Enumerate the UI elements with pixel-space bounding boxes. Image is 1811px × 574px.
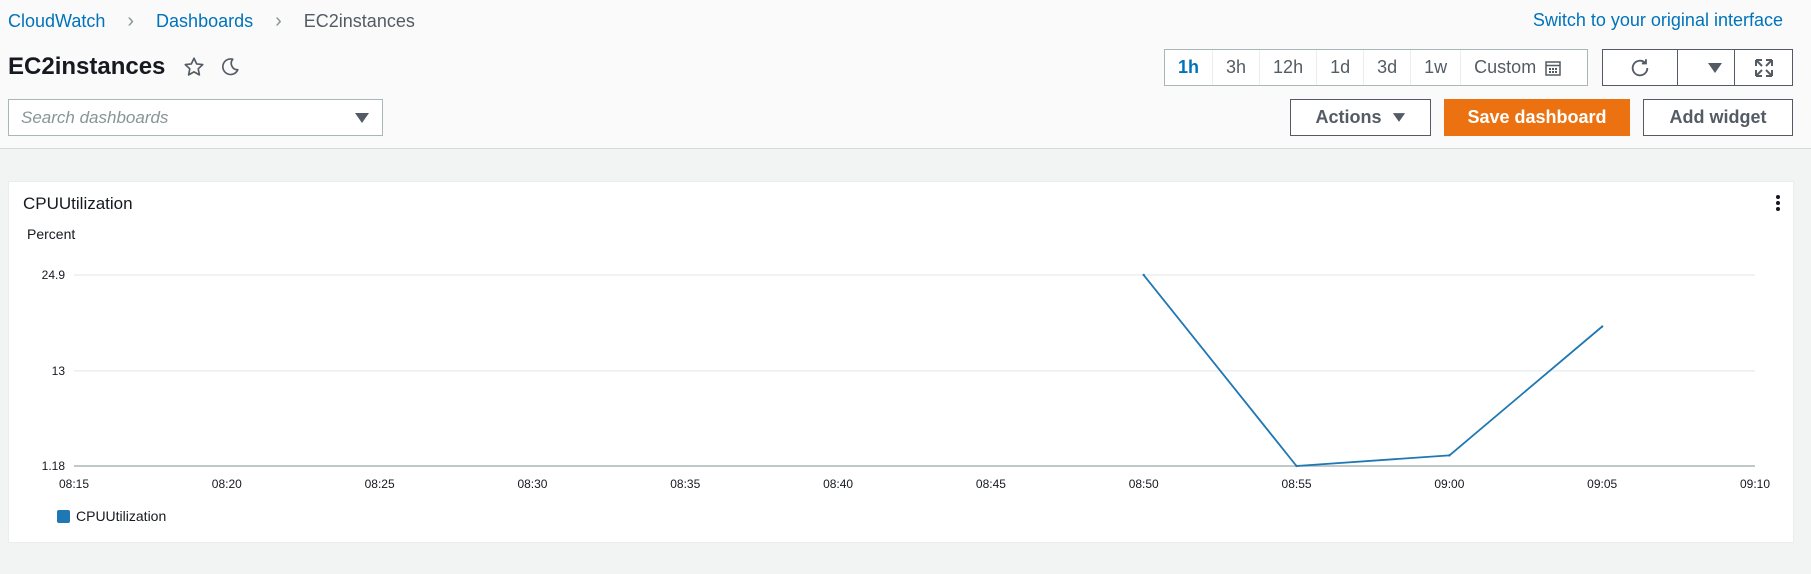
dashboard-header: CloudWatch › Dashboards › EC2instances S… xyxy=(0,0,1811,149)
x-tick-label: 08:25 xyxy=(365,477,395,491)
time-range-3d[interactable]: 3d xyxy=(1364,50,1412,85)
custom-range-label: Custom xyxy=(1474,57,1537,77)
x-tick-label: 08:20 xyxy=(212,477,242,491)
refresh-options-button[interactable] xyxy=(1677,50,1752,85)
calendar-icon xyxy=(1545,60,1561,76)
fullscreen-button[interactable] xyxy=(1734,49,1793,86)
x-tick-label: 08:15 xyxy=(59,477,89,491)
time-range-3h[interactable]: 3h xyxy=(1213,50,1261,85)
save-dashboard-button[interactable]: Save dashboard xyxy=(1444,99,1630,136)
y-tick-label: 24.9 xyxy=(42,268,66,282)
legend-label: CPUUtilization xyxy=(76,508,166,524)
dropdown-caret-icon[interactable] xyxy=(354,112,370,124)
x-tick-label: 08:50 xyxy=(1129,477,1159,491)
x-tick-label: 08:30 xyxy=(517,477,547,491)
data-point xyxy=(1142,273,1145,277)
legend-swatch xyxy=(57,510,70,523)
expand-icon xyxy=(1754,58,1773,77)
breadcrumb-cloudwatch[interactable]: CloudWatch xyxy=(8,11,106,31)
caret-down-icon xyxy=(1708,62,1722,73)
dark-mode-moon-icon[interactable] xyxy=(219,56,241,78)
breadcrumb-current: EC2instances xyxy=(303,11,415,31)
switch-interface-link[interactable]: Switch to your original interface xyxy=(1532,10,1783,30)
time-range-1h[interactable]: 1h xyxy=(1165,50,1214,85)
x-tick-label: 08:40 xyxy=(823,477,853,491)
time-range-12h[interactable]: 12h xyxy=(1260,50,1318,85)
x-tick-label: 09:10 xyxy=(1740,477,1770,491)
time-range-selector: 1h 3h 12h 1d 3d 1w Custom xyxy=(1164,49,1588,86)
cpu-line-chart: Percent 24.9 13 1.18 08:15 08:20 08:25 08:30 08:… xyxy=(27,226,1770,524)
data-point xyxy=(1600,325,1604,328)
actions-button[interactable]: Actions xyxy=(1290,99,1431,136)
breadcrumb-separator-icon: › xyxy=(275,10,282,32)
y-tick-label: 1.18 xyxy=(42,459,66,473)
refresh-control xyxy=(1602,49,1753,86)
y-axis-label: Percent xyxy=(27,226,75,242)
breadcrumb: CloudWatch › Dashboards › EC2instances xyxy=(8,10,415,33)
data-point xyxy=(1448,454,1451,457)
x-tick-label: 09:05 xyxy=(1587,477,1617,491)
actions-label: Actions xyxy=(1315,107,1382,127)
breadcrumb-separator-icon: › xyxy=(127,10,135,32)
x-tick-label: 08:35 xyxy=(670,477,700,491)
search-dashboards[interactable] xyxy=(8,99,383,136)
refresh-icon xyxy=(1631,58,1649,76)
time-range-custom[interactable]: Custom xyxy=(1461,50,1574,85)
more-options-icon[interactable] xyxy=(1775,194,1781,217)
widget-title: CPUUtilization xyxy=(23,194,133,213)
refresh-button[interactable] xyxy=(1603,50,1677,85)
time-range-1w[interactable]: 1w xyxy=(1411,50,1462,85)
favorite-star-icon[interactable] xyxy=(183,56,205,78)
title-row: EC2instances xyxy=(8,53,241,81)
x-tick-label: 08:55 xyxy=(1282,477,1312,491)
series-line xyxy=(1142,274,1603,467)
breadcrumb-dashboards[interactable]: Dashboards xyxy=(156,11,254,31)
cpu-utilization-widget[interactable]: CPUUtilization Percent 24.9 13 1.18 08:15 08:… xyxy=(8,181,1794,543)
x-tick-label: 09:00 xyxy=(1434,477,1464,491)
add-widget-button[interactable]: Add widget xyxy=(1643,99,1793,136)
search-input[interactable] xyxy=(21,107,354,128)
page-title: EC2instances xyxy=(8,53,166,80)
time-range-1d[interactable]: 1d xyxy=(1317,50,1365,85)
caret-down-icon xyxy=(1392,113,1405,122)
data-point xyxy=(1295,464,1298,468)
y-tick-label: 13 xyxy=(52,364,66,378)
x-tick-label: 08:45 xyxy=(976,477,1006,491)
